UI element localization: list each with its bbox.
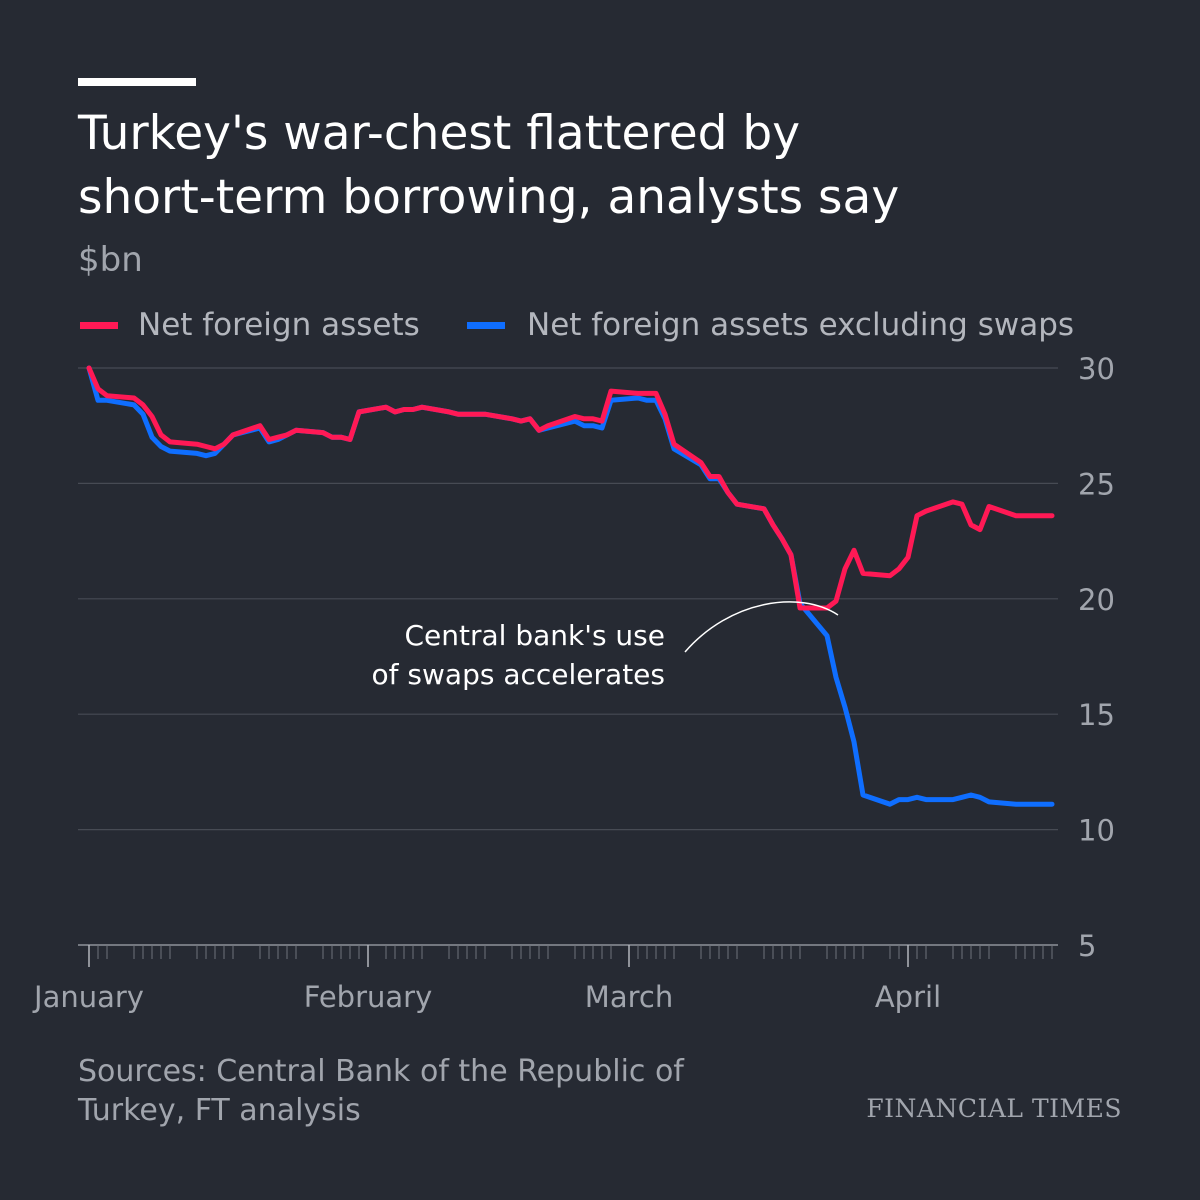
y-tick-label: 30 [1078,352,1115,386]
unit-label: $bn [78,240,143,280]
annotation-text: Central bank's use [405,619,666,652]
y-tick-label: 25 [1078,467,1115,501]
chart-title-line-2: short-term borrowing, analysts say [78,170,900,225]
brand-logo: FINANCIAL TIMES [866,1094,1122,1123]
source-line-1: Sources: Central Bank of the Republic of [78,1054,684,1089]
annotation-leader-line [684,601,839,653]
y-tick-label: 10 [1078,814,1115,848]
legend-swatch-red [80,322,118,329]
source-line-2: Turkey, FT analysis [78,1093,361,1128]
top-rule [78,78,196,86]
y-tick-label: 5 [1078,929,1096,963]
x-tick-label: February [304,980,433,1014]
chart-title: Turkey's war-chest flattered by short-te… [78,102,978,230]
x-tick-label: March [585,980,673,1014]
annotation-text: of swaps accelerates [372,658,665,691]
y-tick-label: 20 [1078,583,1115,617]
chart-title-line-1: Turkey's war-chest flattered by [78,106,801,161]
legend-label: Net foreign assets [138,307,420,343]
x-tick-label: January [32,980,144,1014]
series-line-net-foreign-assets [86,365,1055,611]
legend-label: Net foreign assets excluding swaps [527,307,1075,343]
legend-swatch-blue [467,322,505,329]
x-tick-label: April [875,980,941,1014]
y-tick-label: 15 [1078,698,1115,732]
source-note: Sources: Central Bank of the Republic of… [78,1052,778,1130]
